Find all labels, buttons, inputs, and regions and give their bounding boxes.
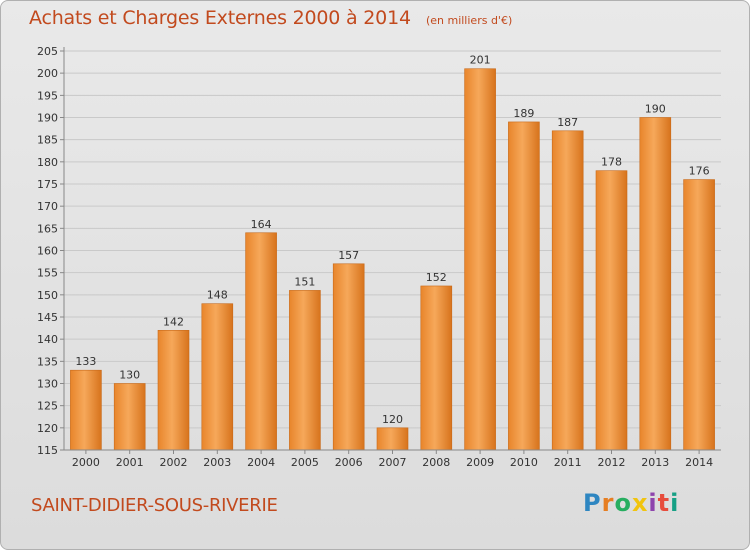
bar-2009[interactable]	[464, 68, 496, 451]
y-tick-label: 160	[37, 245, 58, 258]
y-tick-label: 140	[37, 333, 58, 346]
bar-2003[interactable]	[201, 303, 234, 451]
value-label: 157	[338, 249, 359, 262]
x-tick-label: 2000	[72, 456, 100, 469]
bar-2010[interactable]	[508, 121, 540, 451]
value-label: 190	[645, 103, 666, 116]
y-tick-label: 135	[37, 355, 58, 368]
x-tick-label: 2002	[160, 456, 188, 469]
y-tick-label: 200	[37, 67, 58, 80]
y-tick-label: 205	[37, 45, 58, 58]
bar-2000[interactable]	[70, 369, 102, 451]
logo-letter: t	[657, 489, 671, 517]
bars: 133 130 142 148 164 151 157 120 152 201 189 187 178 1…	[70, 54, 715, 451]
value-label: 133	[75, 355, 96, 368]
logo-letter: i	[670, 489, 680, 517]
y-tick-label: 155	[37, 267, 58, 280]
axes: 115 120 125 130 135 140 145 150 155 160 165 170 175 1…	[37, 45, 721, 469]
bar-2012[interactable]	[595, 170, 628, 451]
bar-2013[interactable]	[639, 117, 672, 451]
y-tick-label: 165	[37, 222, 58, 235]
x-tick-label: 2001	[116, 456, 144, 469]
bar-2005[interactable]	[289, 290, 321, 451]
x-tick-label: 2011	[554, 456, 582, 469]
bar-2007[interactable]	[376, 427, 409, 451]
proxiti-logo[interactable]: Proxiti	[583, 489, 679, 517]
value-label: 176	[689, 165, 710, 178]
x-tick-label: 2012	[598, 456, 626, 469]
value-label: 130	[119, 369, 140, 382]
logo-letter: i	[648, 489, 658, 517]
value-label: 152	[426, 271, 447, 284]
bar-2014[interactable]	[683, 179, 715, 451]
value-label: 201	[470, 54, 491, 67]
value-label: 189	[513, 107, 534, 120]
bar-2001[interactable]	[113, 383, 146, 451]
value-label: 120	[382, 413, 403, 426]
x-tick-label: 2010	[510, 456, 538, 469]
y-tick-label: 195	[37, 89, 58, 102]
y-tick-label: 120	[37, 422, 58, 435]
value-label: 178	[601, 156, 622, 169]
y-tick-label: 185	[37, 134, 58, 147]
y-tick-label: 190	[37, 112, 58, 125]
bar-2002[interactable]	[157, 329, 190, 451]
y-tick-label: 180	[37, 156, 58, 169]
x-tick-label: 2005	[291, 456, 319, 469]
x-tick-label: 2013	[641, 456, 669, 469]
bar-2011[interactable]	[551, 130, 584, 451]
y-tick-label: 125	[37, 400, 58, 413]
title-row: Achats et Charges Externes 2000 à 2014 (…	[29, 7, 512, 29]
value-label: 187	[557, 116, 578, 129]
commune-name: SAINT-DIDIER-SOUS-RIVERIE	[31, 495, 278, 516]
logo-letter: x	[631, 489, 649, 517]
chart-title: Achats et Charges Externes 2000 à 2014	[29, 7, 411, 29]
x-tick-label: 2014	[685, 456, 713, 469]
value-label: 148	[207, 289, 228, 302]
y-tick-label: 150	[37, 289, 58, 302]
x-tick-label: 2007	[379, 456, 407, 469]
value-label: 142	[163, 315, 184, 328]
value-label: 151	[294, 275, 315, 288]
y-tick-label: 145	[37, 311, 58, 324]
logo-letter: o	[614, 489, 632, 517]
bar-2004[interactable]	[245, 232, 277, 451]
y-tick-label: 130	[37, 378, 58, 391]
y-tick-label: 115	[37, 444, 58, 457]
chart-subtitle: (en milliers d'€)	[425, 14, 513, 27]
y-tick-label: 170	[37, 200, 58, 213]
x-tick-label: 2009	[466, 456, 494, 469]
x-tick-label: 2004	[247, 456, 275, 469]
bar-2006[interactable]	[332, 263, 365, 451]
value-label: 164	[251, 218, 272, 231]
logo-letter: r	[601, 489, 615, 517]
x-tick-label: 2008	[422, 456, 450, 469]
y-tick-label: 175	[37, 178, 58, 191]
logo-letter: P	[583, 489, 602, 517]
x-tick-label: 2003	[203, 456, 231, 469]
bar-2008[interactable]	[420, 285, 453, 451]
x-tick-label: 2006	[335, 456, 363, 469]
